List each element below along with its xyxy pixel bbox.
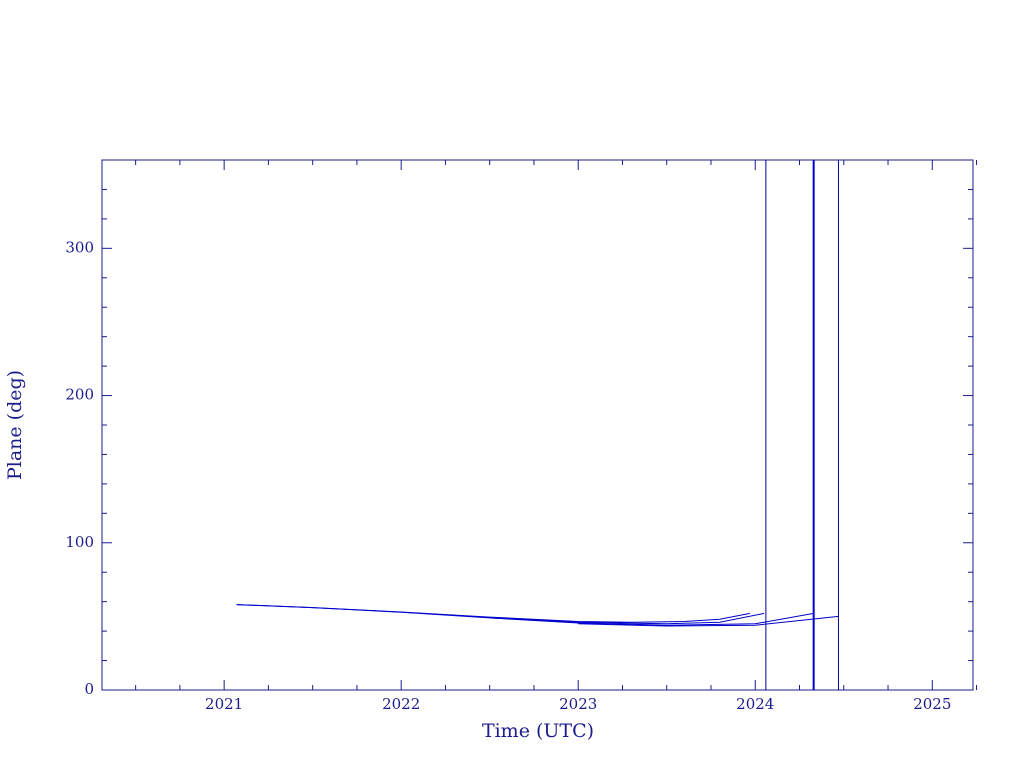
y-tick-label: 0 — [84, 680, 94, 698]
y-tick-label: 100 — [65, 533, 94, 551]
x-tick-label: 2024 — [736, 695, 774, 713]
series-line — [578, 615, 839, 627]
x-tick-label: 2025 — [913, 695, 951, 713]
y-axis-label: Plane (deg) — [4, 370, 26, 480]
plot-frame — [101, 159, 974, 691]
y-tick-label: 300 — [65, 238, 94, 256]
x-tick-label: 2022 — [382, 695, 420, 713]
x-tick-label: 2023 — [559, 695, 597, 713]
x-tick-label: 2021 — [205, 695, 243, 713]
y-tick-label: 200 — [65, 386, 94, 404]
series-line — [489, 612, 814, 626]
series-line — [236, 604, 765, 625]
x-axis-label: Time (UTC) — [482, 720, 594, 742]
